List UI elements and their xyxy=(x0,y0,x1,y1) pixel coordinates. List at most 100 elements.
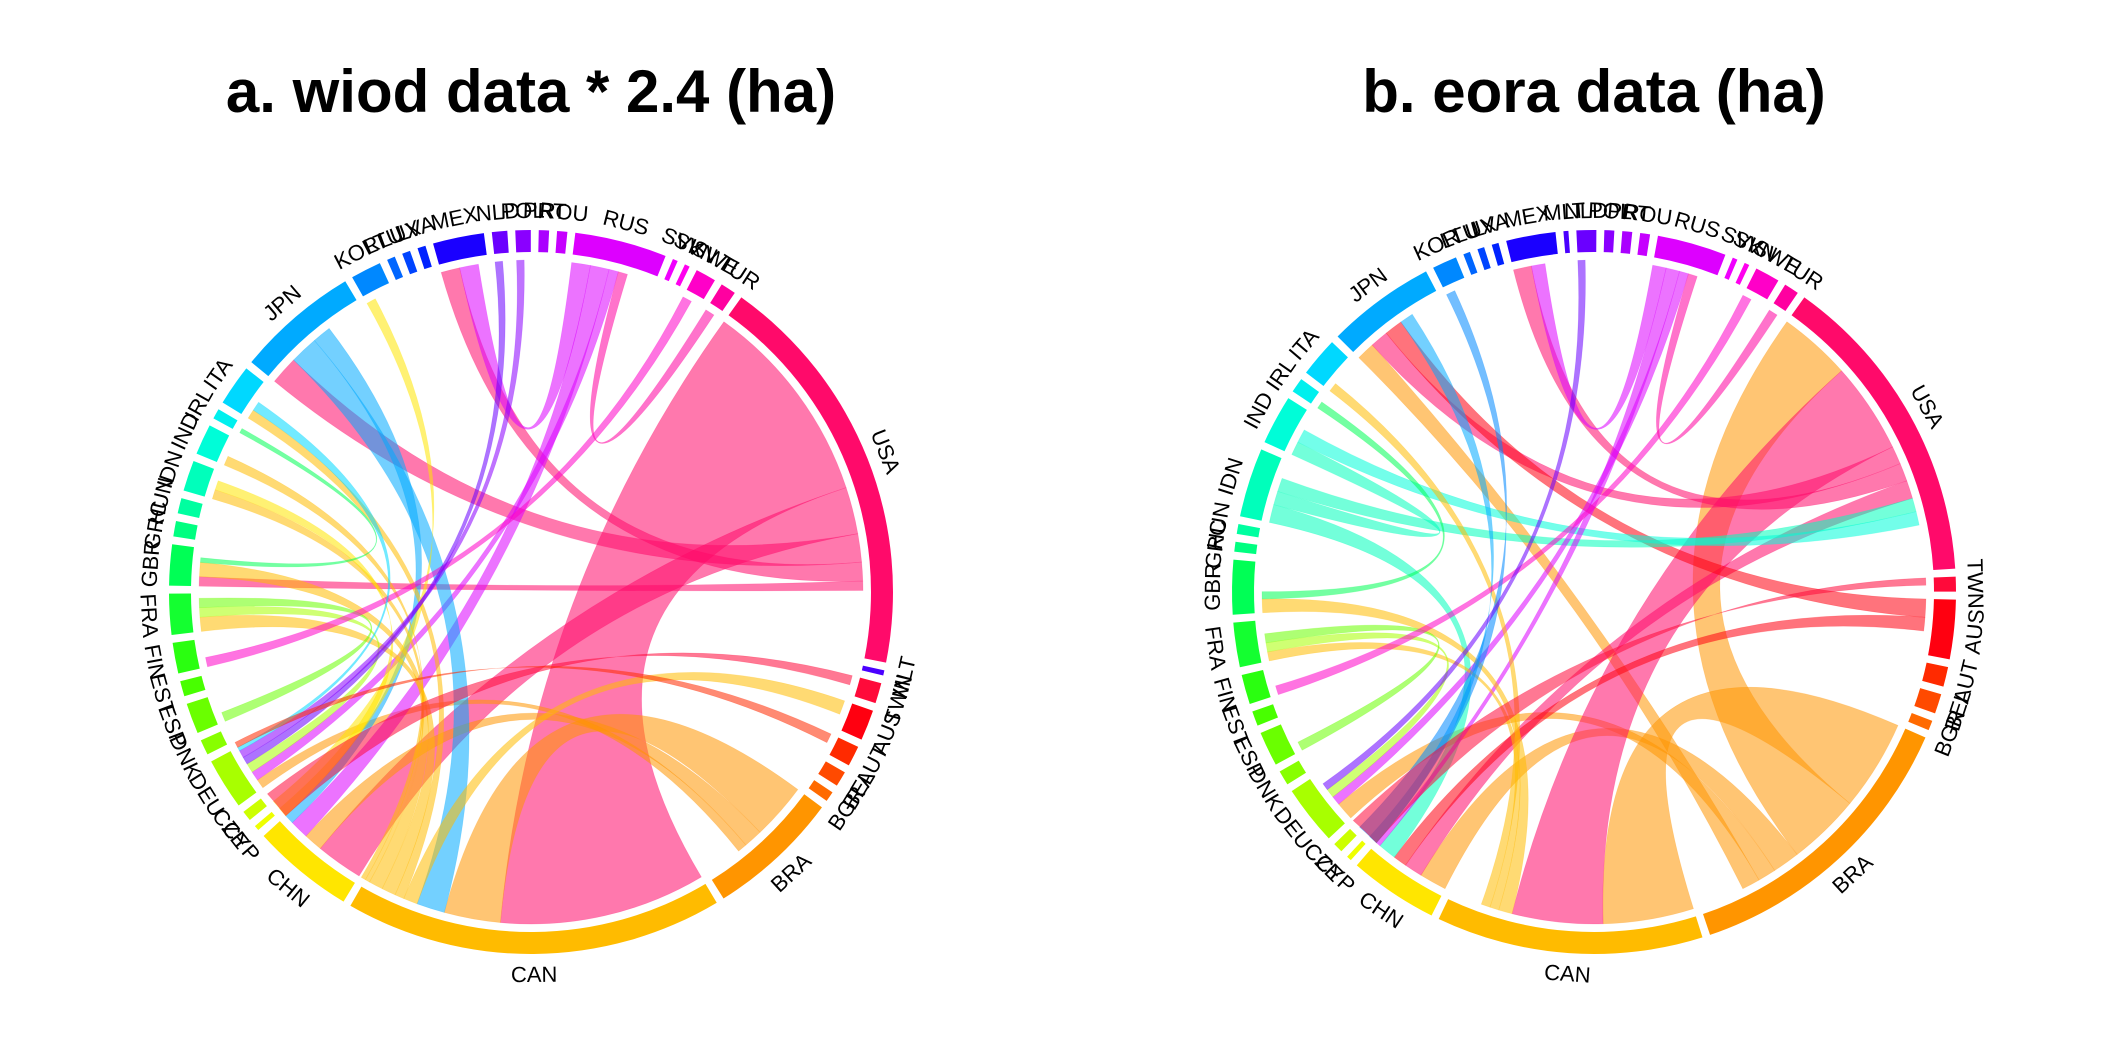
sector-label-rus: RUS xyxy=(1672,206,1723,243)
ribbon-usa-mex xyxy=(1513,265,1908,510)
sector-arcs-a xyxy=(169,230,893,954)
sector-arc-kor xyxy=(352,263,390,297)
sector-arc-fra xyxy=(1233,620,1262,668)
sector-arc-pol xyxy=(515,230,531,253)
sector-arc-grc xyxy=(173,521,198,540)
ribbon-gbr-irl xyxy=(1261,401,1445,600)
ribbon-usa-gbr xyxy=(198,576,864,592)
chord-chart-b: b. eora data (ha) USATWNAUSAUTBELBGRBRAC… xyxy=(1200,58,1989,988)
sector-label-fra: FRA xyxy=(135,593,163,639)
ribbon-gbr-irl xyxy=(199,428,377,568)
ribbon-tur-rus xyxy=(589,271,715,444)
ribbon-twn-chn xyxy=(266,652,853,817)
ribbon-twn-chn xyxy=(1352,577,1927,844)
sector-label-nld: NLD xyxy=(1564,198,1609,224)
sector-arc-usa xyxy=(1791,297,1956,571)
ribbon-esp-fra xyxy=(1264,624,1440,751)
chord-chart-panel-a: a. wiod data * 2.4 (ha) USA MLT TWN AUS AUT B… xyxy=(135,58,920,987)
sector-label-idn: IDN xyxy=(1213,455,1248,499)
sector-label-gbr: GBR xyxy=(136,539,165,588)
sector-arc-svk xyxy=(1724,257,1738,280)
sector-arc-can xyxy=(1438,899,1703,954)
sector-arc-dnk xyxy=(1279,760,1307,785)
ribbon-usa-mex xyxy=(440,267,864,582)
sector-arc-lux xyxy=(402,250,418,275)
sector-arc-dnk xyxy=(200,731,228,755)
sector-label-rou: ROU xyxy=(539,197,590,226)
sector-label-pol: POL xyxy=(500,198,545,224)
sector-arc-jpn xyxy=(251,281,357,377)
sector-arc-mlt xyxy=(1563,230,1570,254)
sector-label-mex: MEX xyxy=(428,201,480,235)
ribbon-rus-deu xyxy=(251,268,619,781)
sector-label-fin: FIN xyxy=(1209,675,1243,716)
sector-arc-mex xyxy=(433,233,487,265)
sector-arc-cze xyxy=(1334,828,1357,852)
sector-label-pol: POL xyxy=(1588,197,1633,224)
sector-arc-prt xyxy=(1620,231,1633,254)
sector-arc-fin xyxy=(172,639,200,674)
ribbon-pol-deu xyxy=(239,259,525,758)
sector-arc-nld xyxy=(491,230,509,255)
sector-arc-rou xyxy=(555,230,568,254)
ribbon-can-ita xyxy=(247,409,445,900)
sector-arc-bra xyxy=(711,794,822,899)
sector-arc-twn xyxy=(854,677,882,704)
sector-arc-bra xyxy=(1703,728,1926,935)
sector-arc-cze xyxy=(243,798,267,820)
sector-arc-ind xyxy=(1264,398,1307,452)
sector-arc-bgr xyxy=(1908,713,1933,731)
ribbon-jpn-chn xyxy=(285,327,422,824)
sector-arc-aut xyxy=(1922,662,1949,687)
sector-arc-bgr xyxy=(808,780,833,801)
sector-arc-bel xyxy=(1914,688,1942,714)
sector-arc-usa xyxy=(728,297,893,663)
sector-arc-nld xyxy=(1576,230,1597,253)
sector-arc-ita xyxy=(222,368,264,414)
sector-arc-can xyxy=(350,883,717,954)
sector-arc-esp xyxy=(186,697,218,734)
sector-label-can: CAN xyxy=(1543,959,1591,987)
sector-arc-aut xyxy=(829,737,859,766)
ribbon-jpn-chn xyxy=(1369,313,1494,844)
sector-arc-irl xyxy=(1292,379,1320,404)
ribbon-rus-deu xyxy=(1332,270,1689,805)
sector-arc-ind xyxy=(196,425,230,462)
sector-arc-rus xyxy=(572,232,666,277)
ribbon-aus-jpn xyxy=(1385,321,1927,618)
ribbon-bra-usa xyxy=(1692,321,1851,855)
ribbon-bra-can xyxy=(443,713,799,923)
chart-title-b: b. eora data (ha) xyxy=(1362,58,1825,125)
sector-arc-ltu xyxy=(1463,251,1478,275)
sector-arc-swe xyxy=(1746,268,1779,300)
sector-arc-gbr xyxy=(1232,559,1256,615)
sector-arc-rou xyxy=(1637,232,1651,257)
sector-arc-deu xyxy=(1291,779,1345,839)
sector-arc-esp xyxy=(1260,724,1296,765)
sector-label-grc: GRC xyxy=(1200,518,1231,570)
sector-arc-cyp xyxy=(254,811,275,831)
sector-arc-fin xyxy=(1241,669,1271,704)
sector-arc-twn xyxy=(1933,576,1956,592)
ribbon-usa-can xyxy=(500,321,847,925)
ribbon-kor-chn xyxy=(1359,290,1507,844)
ribbon-ita-deu xyxy=(237,401,391,752)
sector-label-bgr: BGR xyxy=(1929,706,1970,760)
sector-label-usa: USA xyxy=(866,426,906,478)
sector-label-rus: RUS xyxy=(600,205,651,241)
ribbon-idn-ind xyxy=(1273,441,1441,538)
sector-label-twn: TWN xyxy=(1962,558,1988,609)
sector-arc-chn xyxy=(1356,848,1442,916)
ribbon-nld-deu xyxy=(242,260,506,765)
sector-arc-mlt xyxy=(861,665,885,676)
sector-label-can: CAN xyxy=(511,962,558,987)
sector-arc-gbr xyxy=(169,544,194,587)
sector-label-nld: NLD xyxy=(475,198,521,227)
sector-arc-svn xyxy=(675,264,690,287)
ribbon-esp-fra xyxy=(198,597,373,722)
sector-label-prt: PRT xyxy=(522,197,566,224)
sector-label-mlt: MLT xyxy=(1542,198,1586,226)
sector-arc-fra xyxy=(169,593,194,636)
sector-arc-cyp xyxy=(1347,840,1366,861)
sector-arc-est xyxy=(1252,704,1278,726)
